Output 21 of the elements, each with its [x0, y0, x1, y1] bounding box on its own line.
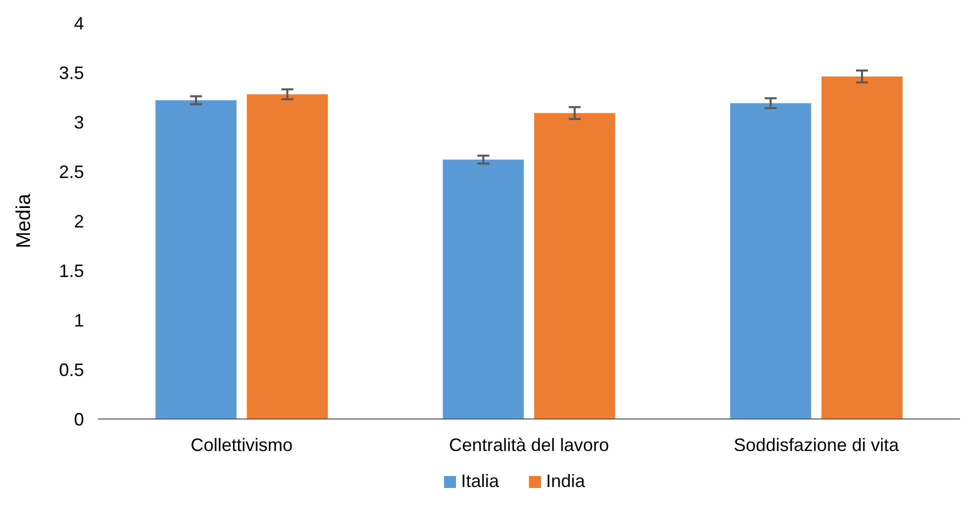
x-tick-label: Soddisfazione di vita	[734, 435, 900, 455]
y-tick-label: 1	[74, 310, 84, 330]
y-tick-label: 0.5	[58, 360, 84, 380]
bar	[534, 113, 616, 419]
y-tick-label: 4	[74, 13, 84, 34]
bar	[246, 94, 328, 419]
legend-label: India	[546, 471, 586, 491]
y-tick-label: 2.5	[58, 162, 84, 182]
y-tick-label: 3.5	[58, 62, 84, 83]
y-tick-label: 3	[74, 112, 84, 132]
x-tick-label: Collettivismo	[190, 435, 293, 455]
bar	[442, 160, 524, 419]
y-tick-label: 0	[74, 409, 84, 430]
y-tick-label: 2	[74, 211, 84, 232]
x-tick-label: Centralità del lavoro	[448, 435, 610, 455]
y-axis-title: Media	[13, 192, 35, 248]
bar	[822, 76, 903, 419]
legend-label: Italia	[461, 471, 500, 491]
bar	[730, 103, 812, 419]
y-tick-label: 1.5	[58, 260, 84, 281]
bar	[155, 100, 236, 419]
